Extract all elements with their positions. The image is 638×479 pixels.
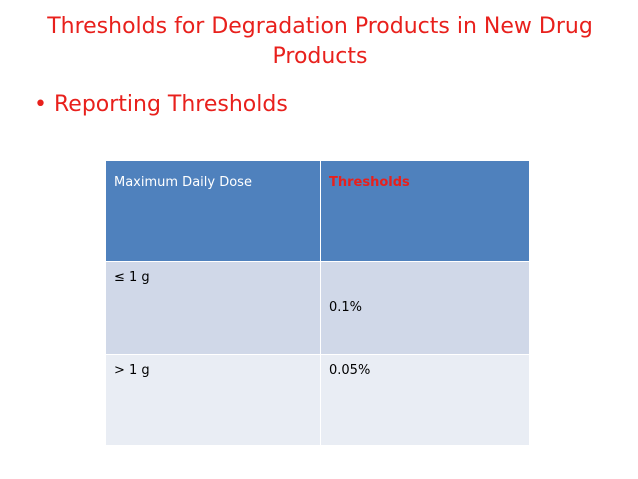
slide-title: Thresholds for Degradation Products in N… — [47, 14, 593, 69]
header-row: Maximum Daily Dose Thresholds — [105, 160, 530, 262]
header-cell: Thresholds — [320, 160, 530, 262]
bullet: • Reporting Thresholds — [34, 92, 288, 117]
cell: > 1 g — [105, 354, 321, 446]
row: > 1 g 0.05% — [105, 354, 530, 446]
threshold-table: Maximum Daily Dose Thresholds ≤ 1 g 0.1%… — [105, 160, 530, 446]
cell: 0.1% — [320, 261, 530, 355]
cell-text: 0.1% — [329, 300, 363, 315]
cell: 0.05% — [320, 354, 530, 446]
bullet-text: Reporting Thresholds — [53, 92, 288, 117]
header-cell: Maximum Daily Dose — [105, 160, 321, 262]
cell: ≤ 1 g — [105, 261, 321, 355]
row: ≤ 1 g 0.1% — [105, 261, 530, 355]
